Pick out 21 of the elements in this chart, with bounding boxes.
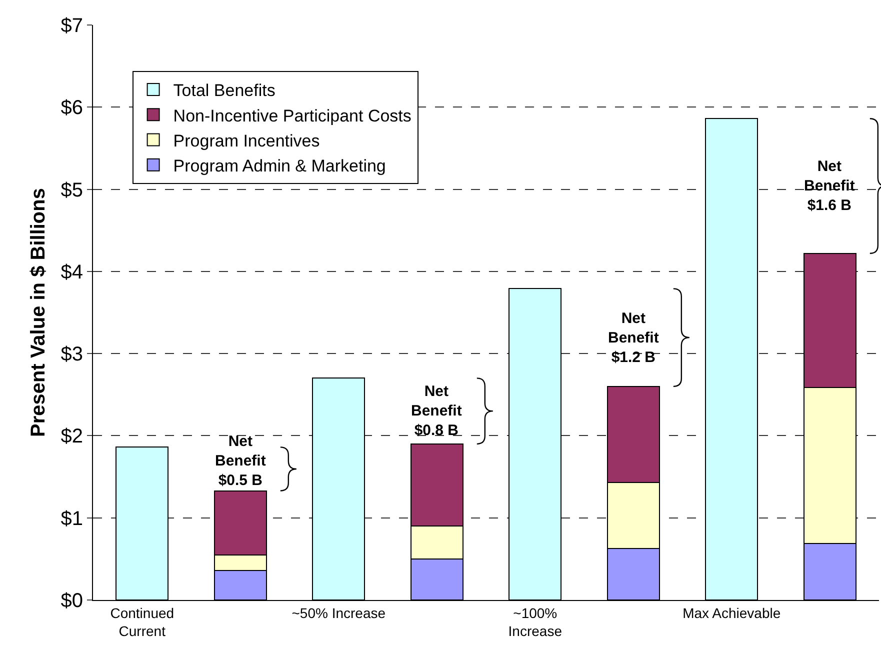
annotation: Net Benefit $1.6 B	[804, 158, 855, 214]
annotation: Net Benefit $1.2 B	[608, 310, 659, 366]
y-tick-label: $7	[60, 15, 83, 37]
legend-label: Program Admin & Marketing	[173, 156, 386, 176]
x-tick-label: Max Achievable	[682, 604, 781, 621]
legend-label: Total Benefits	[173, 81, 276, 100]
y-tick-label: $2	[60, 426, 83, 448]
y-axis-title: Present Value in $ Billions	[27, 188, 50, 437]
y-tick-label: $5	[60, 179, 83, 202]
legend-label: Non-Incentive Participant Costs	[173, 106, 412, 126]
x-tick-label: ~50% Increase	[292, 604, 386, 621]
x-tick-label: ~100% Increase	[508, 604, 562, 639]
x-tick-label: Continued Current	[110, 604, 174, 639]
y-tick-label: $4	[60, 261, 83, 284]
annotation: Net Benefit $0.8 B	[411, 383, 462, 439]
y-tick-label: $3	[60, 344, 83, 366]
y-tick-label: $0	[60, 590, 83, 612]
y-tick-label: $6	[60, 97, 83, 120]
annotation: Net Benefit $0.5 B	[215, 433, 266, 489]
legend-label: Program Incentives	[173, 131, 320, 150]
y-tick-label: $1	[60, 508, 83, 530]
